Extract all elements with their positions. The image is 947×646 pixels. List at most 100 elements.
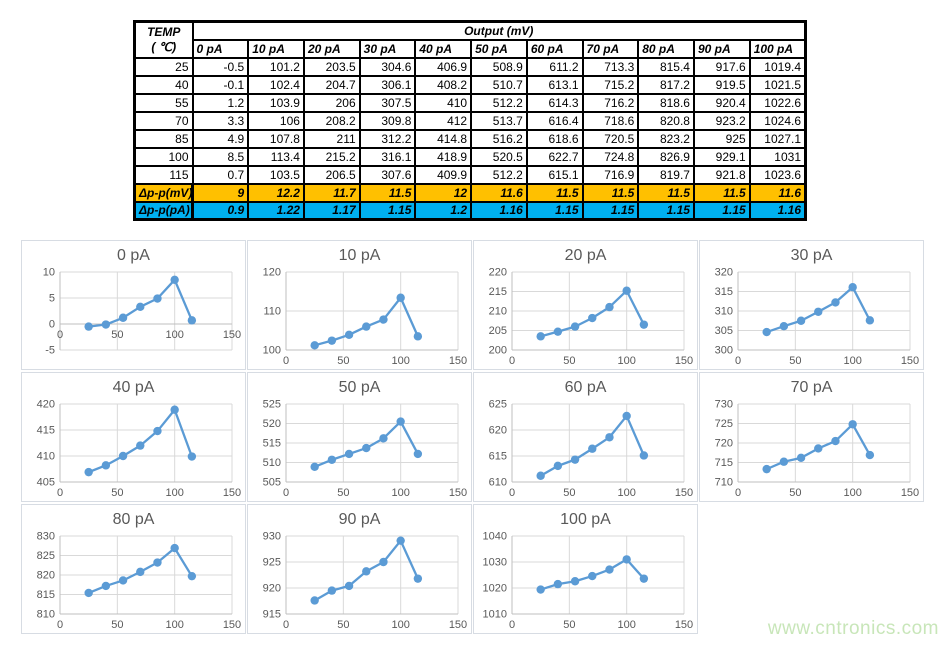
chart-canvas: 610 615 620 625 0 50 100 150 xyxy=(489,399,694,499)
data-point-marker xyxy=(762,464,771,474)
y-tick-label: 915 xyxy=(263,609,281,621)
output-value-cell: 101.2 xyxy=(247,56,305,77)
y-tick-label: 505 xyxy=(263,477,281,489)
data-point-marker xyxy=(553,579,563,589)
delta-value-cell: 11.5 xyxy=(525,182,584,203)
y-tick-label: 925 xyxy=(263,557,281,569)
data-point-marker xyxy=(84,322,93,331)
y-tick-label: 215 xyxy=(489,286,507,298)
column-header: 30 pA xyxy=(358,38,417,59)
y-tick-label: 1010 xyxy=(483,609,507,621)
delta-value-cell: 1.15 xyxy=(637,200,695,221)
x-tick-label: 50 xyxy=(563,487,575,499)
y-tick-label: 720 xyxy=(715,438,733,450)
delta-value-cell: 1.16 xyxy=(470,200,528,221)
x-tick-label: 150 xyxy=(675,487,693,499)
output-value-cell: 8.5 xyxy=(191,146,250,167)
chart-canvas: 915 920 925 930 0 50 100 150 xyxy=(263,531,468,631)
data-point-marker xyxy=(327,455,337,464)
chart-canvas: 1010 1020 1030 1040 0 50 100 150 xyxy=(483,531,694,631)
data-point-marker xyxy=(848,420,857,429)
column-header: 0 pA xyxy=(191,38,250,59)
y-tick-label: 715 xyxy=(715,457,733,469)
x-tick-label: 150 xyxy=(675,355,693,367)
y-tick-label: 100 xyxy=(263,345,281,357)
output-value-cell: 1021.5 xyxy=(748,74,807,95)
data-point-marker xyxy=(814,444,823,453)
y-tick-label: 620 xyxy=(489,425,507,437)
chart-title: 100 pA xyxy=(560,511,611,528)
data-point-marker xyxy=(536,585,545,594)
output-value-cell: 611.2 xyxy=(525,56,584,77)
y-tick-label: -5 xyxy=(45,345,55,357)
column-header: 20 pA xyxy=(302,38,361,59)
data-point-marker xyxy=(362,567,371,576)
x-tick-label: 50 xyxy=(337,487,349,499)
data-point-marker xyxy=(570,577,580,586)
data-point-marker xyxy=(779,457,789,466)
delta-value-cell: 1.15 xyxy=(525,200,584,221)
chart-panel-30-pa: 30 pA 300 305 310 315 320 0 50 100 150 xyxy=(699,240,924,370)
delta-row: Δp-p(pA) 0.9 1.22 1.17 1.15 1.2 1.16 1.15 1.15 1.… xyxy=(133,200,807,221)
table-subheader-row: 0 pA 10 pA 20 pA 30 pA 40 pA 50 pA 60 pA 70 pA 8… xyxy=(135,38,807,59)
y-tick-label: 615 xyxy=(489,451,507,463)
delta-value-cell: 11.6 xyxy=(748,182,807,203)
data-point-marker xyxy=(310,462,319,471)
y-tick-label: 300 xyxy=(715,345,733,357)
x-tick-label: 0 xyxy=(735,355,741,367)
output-value-cell: 203.5 xyxy=(302,56,361,77)
y-tick-label: 205 xyxy=(489,325,507,337)
output-value-cell: -0.1 xyxy=(191,74,250,95)
x-tick-label: 50 xyxy=(789,487,801,499)
data-point-marker xyxy=(570,322,580,331)
output-value-cell: 316.1 xyxy=(358,146,417,167)
temp-header-cell: TEMP( ℃) xyxy=(133,20,194,59)
data-point-marker xyxy=(170,405,179,414)
y-tick-label: 510 xyxy=(263,457,281,469)
temp-value-cell: 40 xyxy=(133,74,194,95)
x-tick-label: 0 xyxy=(283,487,289,499)
data-point-marker xyxy=(865,450,875,460)
x-tick-label: 50 xyxy=(111,329,123,341)
output-value-cell: 103.9 xyxy=(247,92,305,113)
x-tick-label: 150 xyxy=(223,487,241,499)
output-value-cell: 418.9 xyxy=(414,146,473,167)
output-value-cell: 823.2 xyxy=(637,128,695,149)
output-value-cell: 713.3 xyxy=(581,56,640,77)
data-point-marker xyxy=(136,441,145,450)
y-tick-label: 0 xyxy=(49,319,55,331)
output-value-cell: 622.7 xyxy=(525,146,584,167)
data-point-marker xyxy=(814,307,823,316)
chart-panel-100-pa: 100 pA 1010 1020 1030 1040 0 50 100 150 xyxy=(473,504,698,634)
data-point-marker xyxy=(153,558,162,567)
chart-panel-20-pa: 20 pA 200 205 210 215 220 0 50 100 150 xyxy=(473,240,698,370)
data-point-marker xyxy=(187,452,197,461)
output-value-cell: 304.6 xyxy=(358,56,417,77)
temp-value-cell: 100 xyxy=(133,146,194,167)
output-value-cell: 206.5 xyxy=(302,164,361,185)
data-point-marker xyxy=(639,451,649,460)
data-point-marker xyxy=(536,471,545,480)
data-point-marker xyxy=(639,320,649,329)
data-point-marker xyxy=(84,467,93,477)
output-value-cell: 0.7 xyxy=(191,164,250,185)
output-value-cell: 309.8 xyxy=(358,110,417,131)
data-point-marker xyxy=(118,576,128,585)
y-tick-label: 220 xyxy=(489,267,507,279)
data-point-marker xyxy=(344,330,354,339)
x-tick-label: 0 xyxy=(509,619,515,631)
output-value-cell: 512.2 xyxy=(470,164,528,185)
output-value-cell: 520.5 xyxy=(470,146,528,167)
chart-panel-80-pa: 80 pA 810 815 820 825 830 0 50 100 150 xyxy=(21,504,246,634)
y-tick-label: 815 xyxy=(37,589,55,601)
column-header: 60 pA xyxy=(525,38,584,59)
data-point-marker xyxy=(379,315,388,324)
delta-row-label: Δp-p(pA) xyxy=(133,200,194,221)
delta-value-cell: 11.5 xyxy=(692,182,751,203)
data-point-marker xyxy=(396,417,405,426)
data-point-marker xyxy=(588,313,597,323)
x-tick-label: 100 xyxy=(391,355,409,367)
output-value-cell: 406.9 xyxy=(414,56,473,77)
y-tick-label: 515 xyxy=(263,438,281,450)
output-value-cell: 1027.1 xyxy=(748,128,807,149)
